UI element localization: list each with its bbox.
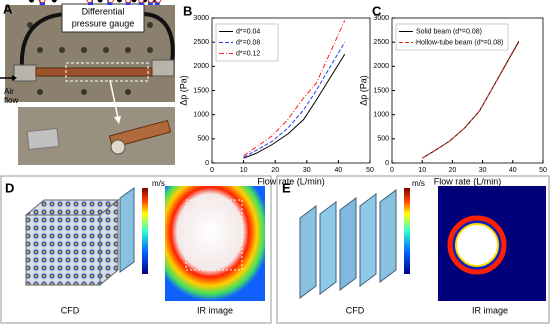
- tube: [35, 67, 153, 77]
- legend-label: Solid beam (d*=0.08): [416, 28, 482, 35]
- marker: [131, 0, 137, 3]
- gauge-label: pressure gauge: [72, 18, 135, 28]
- caption: CFD: [346, 305, 365, 315]
- panel-e: m/s CFD IR image E: [276, 175, 550, 324]
- y-axis-label: Δp (Pa): [358, 75, 368, 106]
- marker: [86, 0, 93, 4]
- colorbar-unit: m/s: [152, 179, 165, 188]
- y-axis-label: Δp (Pa): [178, 75, 188, 106]
- panel-frame: [0, 175, 272, 324]
- y-tick-label: 2500: [373, 39, 389, 46]
- series-line: [243, 41, 346, 158]
- caption: CFD: [61, 305, 80, 315]
- caption: IR image: [197, 305, 233, 315]
- marker: [147, 0, 155, 4]
- plates: [299, 189, 397, 299]
- outlet-plane: [119, 187, 135, 273]
- marker: [155, 0, 162, 4]
- y-tick-label: 3000: [373, 15, 389, 22]
- colorbar: [404, 188, 410, 274]
- x-tick-label: 40: [509, 167, 517, 174]
- x-tick-label: 10: [240, 167, 248, 174]
- legend-label: Hollow-tube beam (d*=0.08): [416, 39, 503, 46]
- outline: [185, 199, 243, 271]
- x-axis-label: Flow rate (L/min): [257, 176, 325, 186]
- x-tick-label: 30: [479, 167, 487, 174]
- arrow-head: [12, 75, 17, 81]
- holes: [27, 22, 153, 95]
- panel-label: B: [183, 3, 192, 18]
- tube-end: [110, 139, 126, 155]
- series-line: [421, 41, 520, 159]
- legend-box: [395, 23, 509, 51]
- legend-label: d*=0.12: [236, 50, 260, 57]
- ir-core: [455, 223, 499, 267]
- marker: [51, 0, 57, 3]
- y-tick-label: 500: [377, 136, 389, 143]
- marker: [125, 0, 132, 4]
- caption: IR image: [472, 305, 508, 315]
- y-tick-label: 2500: [193, 39, 209, 46]
- fitting: [13, 64, 37, 82]
- y-tick-label: 1000: [373, 112, 389, 119]
- panel-frame: [276, 175, 550, 324]
- fitting: [151, 59, 175, 77]
- arrow-head: [114, 116, 121, 124]
- y-tick-label: 500: [197, 136, 209, 143]
- y-tick-label: 2000: [373, 63, 389, 70]
- inlet-label: Air: [4, 87, 14, 96]
- series-line: [243, 53, 346, 159]
- x-tick-label: 10: [418, 167, 426, 174]
- legend-label: d*=0.08: [236, 39, 260, 46]
- marker: [138, 0, 145, 4]
- x-tick-label: 50: [539, 167, 547, 174]
- marker: [107, 0, 114, 4]
- colorbar: [142, 188, 148, 274]
- y-tick-label: 1000: [193, 112, 209, 119]
- y-tick-label: 0: [205, 160, 209, 167]
- gauge-box: [61, 3, 145, 33]
- x-axis-label: Flow rate (L/min): [434, 176, 502, 186]
- panel-label: A: [3, 1, 13, 16]
- y-tick-label: 2000: [193, 63, 209, 70]
- colorbar-unit: m/s: [412, 179, 425, 188]
- highlight: [65, 62, 149, 82]
- tube-photo: [108, 119, 172, 149]
- y-tick-label: 0: [385, 160, 389, 167]
- legend-marker: [29, 0, 34, 3]
- inlet-label: flow: [4, 96, 18, 105]
- lattice-side: [99, 198, 119, 287]
- y-tick-label: 1500: [373, 87, 389, 94]
- series-line: [243, 20, 346, 157]
- x-tick-label: 30: [303, 167, 311, 174]
- arrow: [109, 79, 119, 119]
- x-tick-label: 20: [271, 167, 279, 174]
- x-tick-label: 40: [335, 167, 343, 174]
- panel-label: E: [282, 180, 291, 195]
- panel-d: m/s CFD IR image D: [0, 175, 272, 324]
- legend-marker: [39, 0, 46, 4]
- ir-image: [165, 186, 265, 301]
- y-tick-label: 3000: [193, 15, 209, 22]
- sample: [26, 127, 60, 151]
- legend-label: d*=0.04: [236, 28, 260, 35]
- marker: [97, 0, 103, 3]
- panel-label: D: [5, 180, 14, 195]
- marker: [117, 0, 122, 3]
- series-line: [421, 40, 520, 159]
- panel-label: C: [372, 3, 382, 18]
- x-tick-label: 20: [449, 167, 457, 174]
- lattice: [25, 214, 101, 286]
- y-tick-label: 1500: [193, 87, 209, 94]
- x-tick-label: 0: [210, 167, 214, 174]
- hose: [19, 12, 175, 69]
- panel-a: Differential pressure gauge Air flow A: [0, 1, 175, 165]
- x-tick-label: 50: [366, 167, 374, 174]
- x-tick-label: 0: [390, 167, 394, 174]
- gauge-label: Differential: [82, 6, 125, 16]
